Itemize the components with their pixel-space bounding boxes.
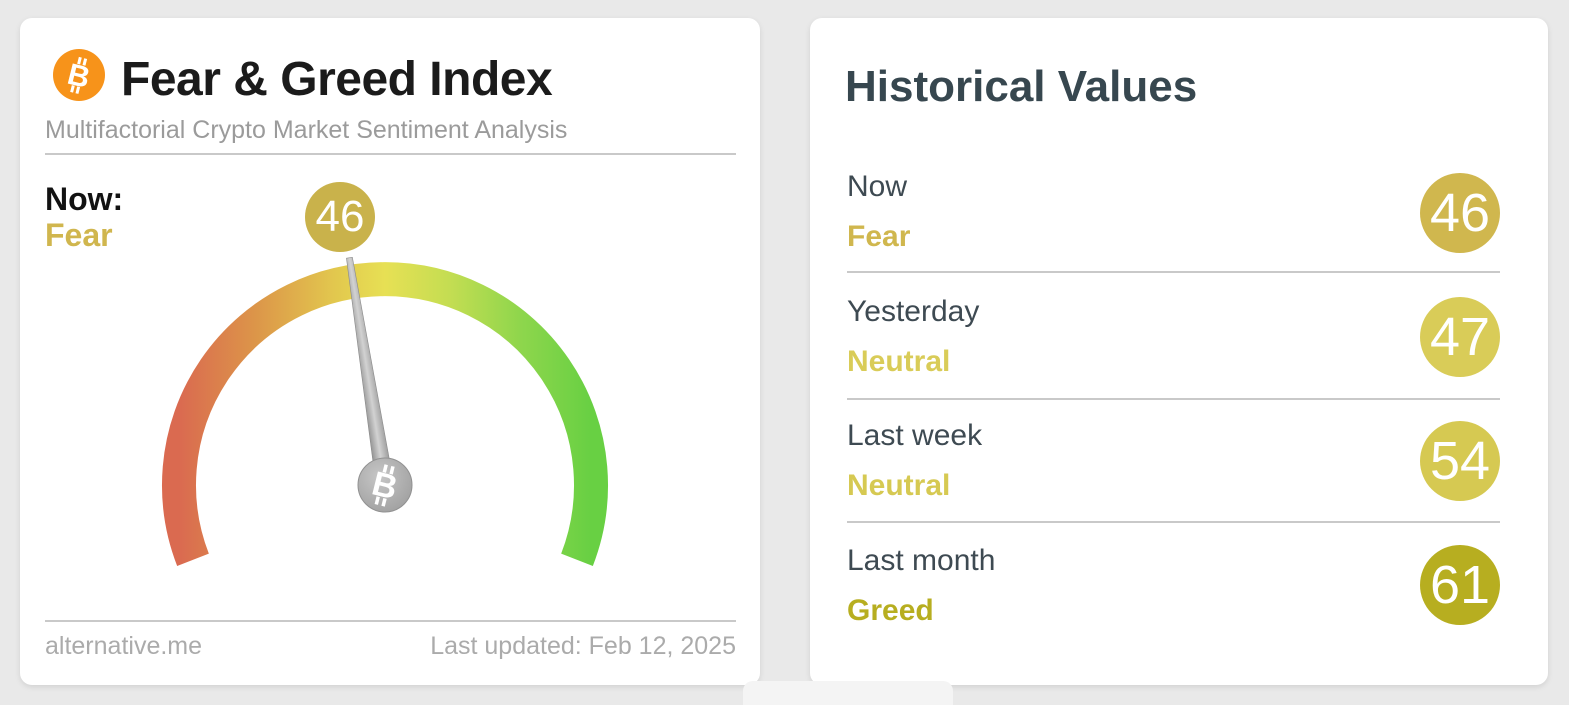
row-value-badge: 46 [1420, 173, 1500, 253]
fear-greed-card: B Fear & Greed Index Multifactorial Cryp… [20, 18, 760, 685]
row-divider [847, 398, 1500, 400]
gauge-chart: B [162, 256, 608, 566]
gauge-arc [162, 262, 608, 566]
row-value-badge: 54 [1420, 421, 1500, 501]
row-label: Last week [847, 419, 983, 452]
row-sentiment: Greed [847, 594, 934, 627]
row-sentiment: Neutral [847, 469, 951, 502]
historical-values-card: Historical Values Now Fear 46 Yesterday … [810, 18, 1548, 685]
header-divider [45, 153, 736, 155]
row-value-badge: 47 [1420, 297, 1500, 377]
row-value-badge: 61 [1420, 545, 1500, 625]
row-divider [847, 521, 1500, 523]
row-sentiment: Fear [847, 220, 911, 253]
now-label: Now: [45, 181, 124, 217]
last-updated-text: Last updated: Feb 12, 2025 [430, 632, 736, 660]
row-label: Now [847, 170, 908, 203]
row-label: Yesterday [847, 295, 980, 328]
row-divider [847, 271, 1500, 273]
card-footer: alternative.me Last updated: Feb 12, 202… [45, 632, 736, 661]
row-sentiment: Neutral [847, 345, 951, 378]
historical-title: Historical Values [845, 62, 1198, 111]
next-card-peek [743, 681, 953, 705]
card-subtitle: Multifactorial Crypto Market Sentiment A… [45, 116, 568, 144]
gauge-pivot-bitcoin-icon: B [357, 457, 413, 513]
now-sentiment: Fear [45, 217, 113, 253]
footer-divider [45, 620, 736, 622]
source-link[interactable]: alternative.me [45, 632, 203, 660]
bitcoin-logo-icon: B [53, 49, 105, 101]
row-label: Last month [847, 544, 996, 577]
card-title: Fear & Greed Index [121, 53, 553, 106]
gauge-value-badge: 46 [305, 182, 375, 252]
